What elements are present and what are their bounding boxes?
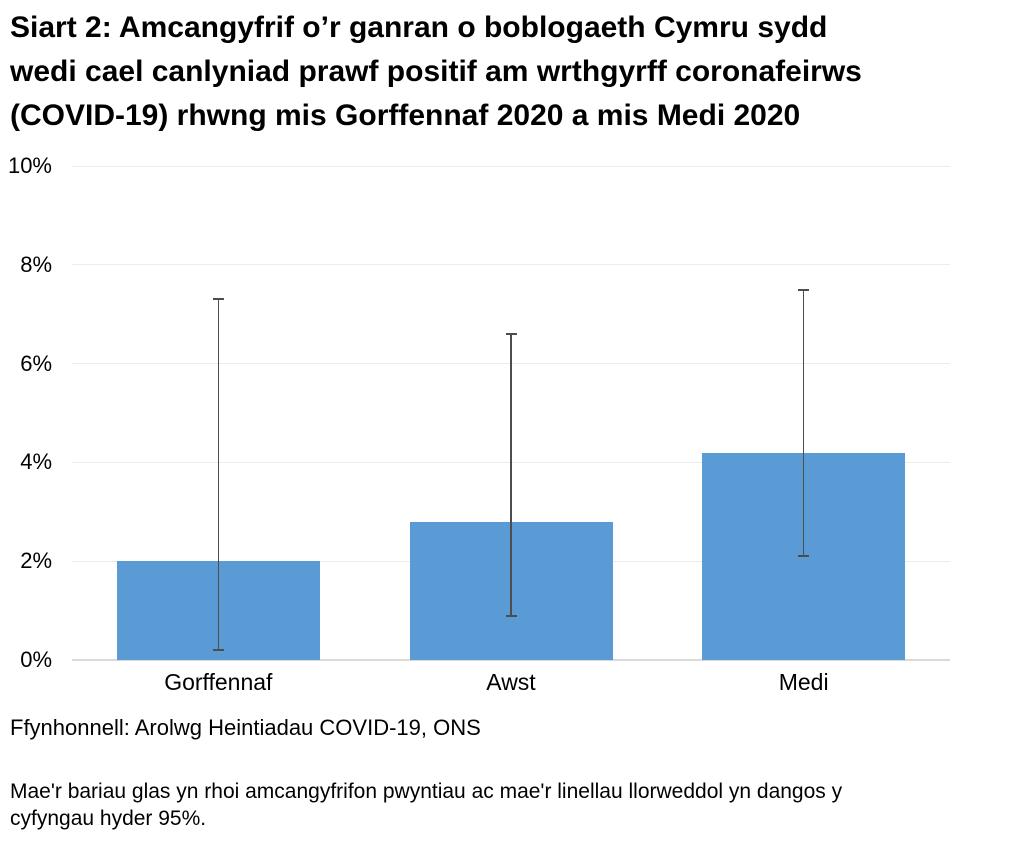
x-tick-label-awst: Awst (486, 669, 536, 695)
chart-title-line-1: Siart 2: Amcangyfrif o’r ganran o boblog… (10, 11, 828, 44)
chart-title-line-3: (COVID-19) rhwng mis Gorffennaf 2020 a m… (10, 99, 801, 132)
x-axis-tick-labels: Gorffennaf Awst Medi (72, 668, 950, 700)
y-tick-label-10%: 10% (7, 153, 52, 178)
error-bar-cap-top-awst (505, 332, 517, 335)
footnote-line-2: cyfyngau hyder 95%. (10, 807, 207, 830)
gridline-10% (72, 165, 950, 167)
y-tick-label-0%: 0% (20, 647, 52, 672)
x-tick-label-gorffennaf: Gorffennaf (164, 669, 273, 695)
error-bar-line-awst (510, 333, 512, 616)
error-bar-line-medi (802, 289, 805, 557)
error-bar-cap-bottom-awst (505, 614, 517, 617)
y-axis-tick-labels: 0% 2% 4% 6% 8% 10% (0, 153, 52, 672)
error-bar-cap-top-gorffennaf (212, 298, 224, 301)
error-bar-line-gorffennaf (217, 299, 220, 651)
chart-title: Siart 2: Amcangyfrif o’r ganran o boblog… (10, 6, 862, 138)
y-tick-label-4%: 4% (20, 449, 52, 475)
footnote-line-1: Mae'r bariau glas yn rhoi amcangyfrifon … (10, 780, 843, 803)
gridline-8% (72, 264, 950, 266)
y-tick-label-6%: 6% (20, 350, 52, 376)
x-axis-baseline (72, 659, 950, 661)
x-tick-label-medi: Medi (778, 669, 829, 695)
y-tick-label-8%: 8% (20, 251, 52, 277)
y-tick-label-2%: 2% (20, 548, 52, 574)
plot-area (72, 165, 950, 661)
footnote-text: Mae'r bariau glas yn rhoi amcangyfrifon … (10, 778, 842, 832)
chart-title-line-2: wedi cael canlyniad prawf positif am wrt… (10, 55, 862, 88)
error-bar-cap-top-medi (798, 288, 810, 291)
error-bar-cap-bottom-gorffennaf (212, 649, 224, 652)
error-bar-cap-bottom-medi (798, 555, 810, 558)
source-text: Ffynhonnell: Arolwg Heintiadau COVID-19,… (10, 715, 481, 740)
